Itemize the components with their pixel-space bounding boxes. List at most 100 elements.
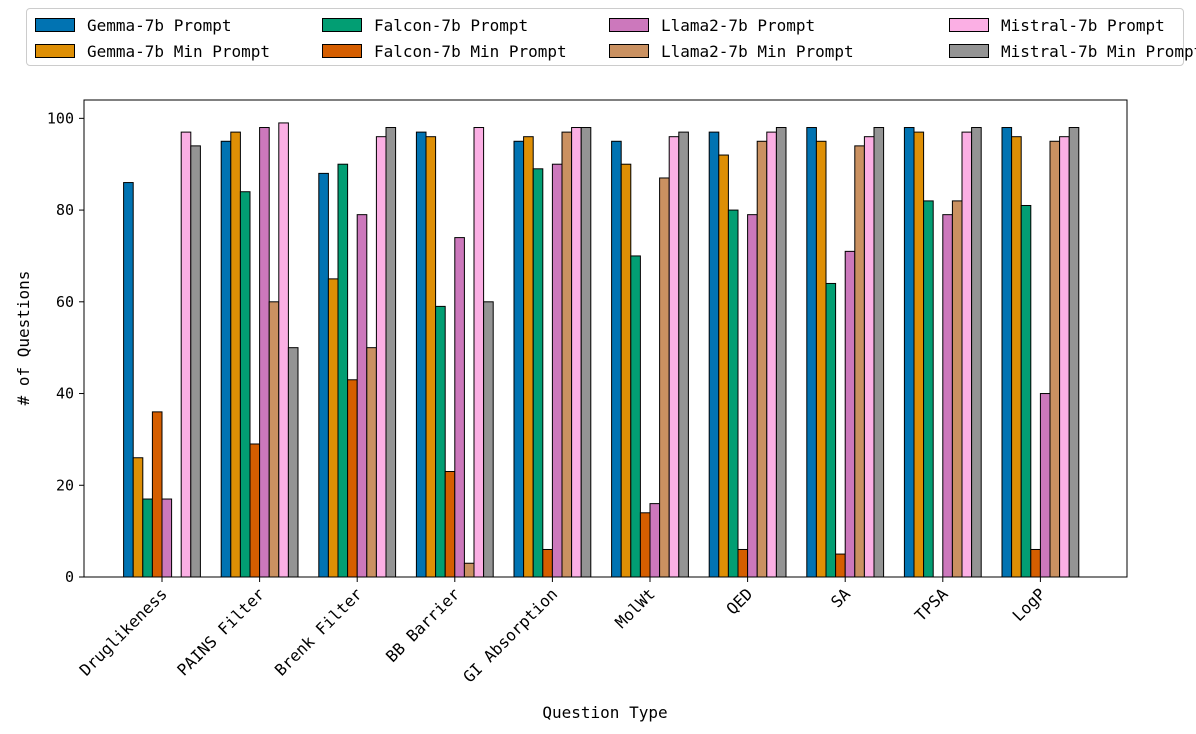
bar [239,191,251,578]
legend-label: Falcon-7b Prompt [374,15,529,35]
legend-label: Llama2-7b Min Prompt [661,41,854,61]
bar [327,278,339,578]
bar [1049,140,1061,578]
bar [737,548,749,578]
y-axis: 0 20 40 60 80 100 [47,109,84,586]
x-axis: Druglikeness PAINS Filter Brenk Filter BB B… [76,577,1050,686]
bar [142,498,153,578]
bar [863,136,875,578]
bar [1001,127,1013,578]
bar [942,214,953,578]
bar [844,250,856,578]
bar [249,443,261,578]
bar [483,301,494,578]
bar [385,127,397,578]
bar [268,301,280,578]
bar [678,131,689,578]
bar [961,131,973,578]
bar [463,562,475,578]
bar [513,140,525,578]
y-tick-label: 0 [65,568,74,586]
x-tick-label: Brenk Filter [271,584,366,679]
legend-swatch [322,44,362,58]
y-tick-label: 60 [56,293,74,311]
bar [444,471,456,578]
bar [278,122,289,578]
legend-swatch [35,18,75,32]
bar [415,131,427,578]
bar [347,379,358,578]
bar [903,127,915,578]
bar [1030,548,1041,578]
bar [1011,136,1022,578]
legend-label: Falcon-7b Min Prompt [374,41,567,61]
bar [542,548,553,578]
x-axis-label: Question Type [542,703,667,722]
bar [190,145,201,578]
x-tick-label: GI Absorption [459,584,561,686]
legend-item: Falcon-7b Min Prompt [322,41,567,61]
bar [425,136,437,578]
y-tick-label: 80 [56,201,74,219]
bar [337,163,349,578]
bar [551,163,563,578]
legend: Gemma-7b Prompt Gemma-7b Min Prompt Falcon… [26,8,1196,66]
bar [1059,136,1070,578]
bar [523,136,534,578]
bar [180,131,192,578]
bar [473,127,485,578]
bar [639,512,651,578]
y-tick-label: 100 [47,109,74,127]
legend-item: Gemma-7b Min Prompt [35,41,270,61]
bar [356,214,368,578]
bar [806,127,817,578]
bar [532,168,544,578]
bar [727,209,739,578]
x-tick-label: LogP [1009,584,1050,625]
legend-label: Gemma-7b Prompt [87,15,232,35]
legend-swatch [322,18,362,32]
bar [951,200,963,578]
bar [132,457,144,578]
x-tick-label: MolWt [611,584,658,631]
y-tick-label: 40 [56,385,74,403]
legend-label: Mistral-7b Prompt [1001,15,1165,35]
legend-item: Mistral-7b Prompt [949,15,1165,35]
bar [766,131,777,578]
bar [668,136,680,578]
bar [287,347,299,578]
bar [708,131,720,578]
bar [913,131,925,578]
bar [230,131,241,578]
bar [454,237,465,578]
bar [923,200,934,578]
plot-frame [83,99,1128,578]
bar [1020,204,1032,578]
bar [775,127,787,578]
x-tick-label: SA [827,584,854,611]
legend-swatch [949,44,989,58]
bar [718,154,729,578]
bar [435,305,446,578]
x-tick-label: Druglikeness [76,584,171,679]
legend-swatch [609,44,649,58]
bar [854,145,865,578]
y-axis-label: # of Questions [14,271,33,406]
bar [123,182,134,578]
x-tick-label: QED [723,584,757,618]
bar [161,498,173,578]
legend-item: Llama2-7b Prompt [609,15,815,35]
bar [259,127,270,578]
x-tick-label: TPSA [911,584,952,625]
bar [659,177,670,578]
bar [611,140,622,578]
bar [375,136,387,578]
bar [873,127,885,578]
x-tick-label: PAINS Filter [173,584,268,679]
bar [571,127,582,578]
bar [220,140,232,578]
y-tick-label: 20 [56,476,74,494]
bar [366,347,377,578]
legend-label: Gemma-7b Min Prompt [87,41,271,61]
